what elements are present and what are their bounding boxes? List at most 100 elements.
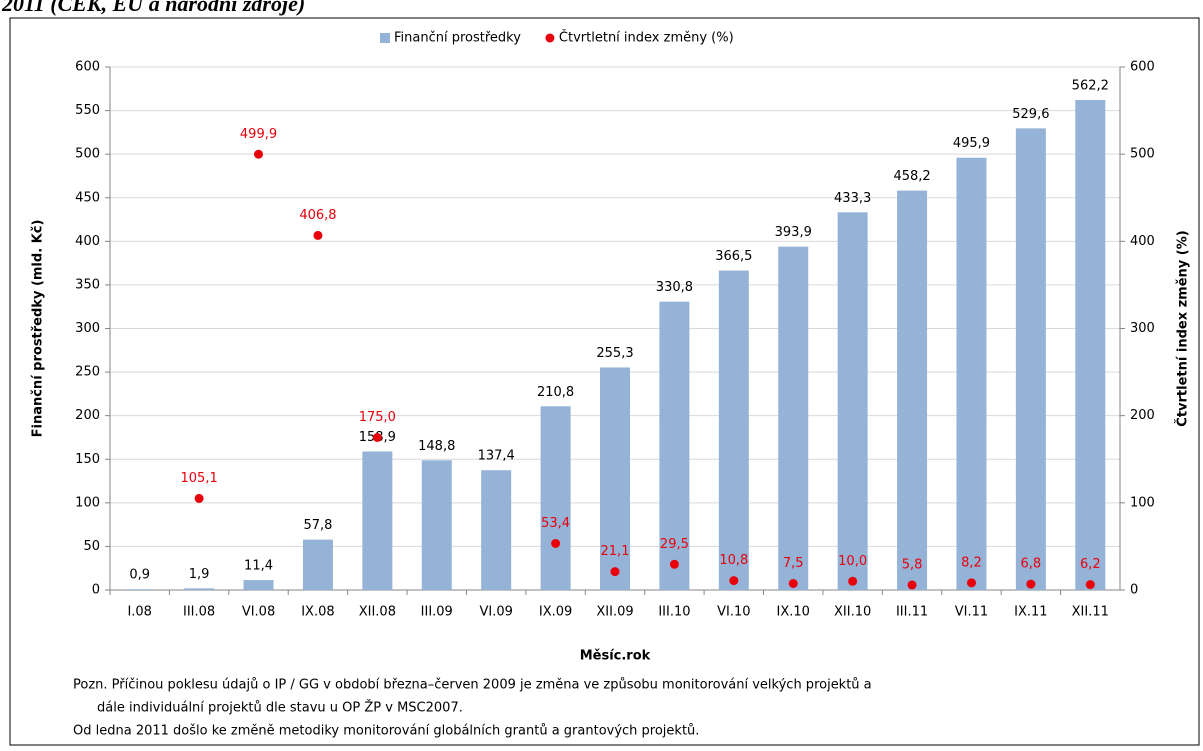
bar-label: 458,2 [893,169,930,184]
y2-tick-label: 400 [1130,234,1155,249]
legend-swatch [380,33,390,43]
bar-label: 433,3 [834,191,871,206]
bar-label: 137,4 [478,449,515,464]
y2-tick-label: 600 [1130,60,1155,75]
point [551,538,561,548]
point [372,432,382,442]
bar-label: 495,9 [953,136,990,151]
bar-label: 0,9 [129,568,150,583]
x-axis-label: Měsíc.rok [580,649,651,664]
point [848,576,858,586]
point-label: 175,0 [359,410,396,425]
x-tick-label: IX.08 [301,605,334,620]
note: dále individuální projektů dle stavu u O… [97,700,463,716]
point [907,580,917,590]
point [1085,580,1095,590]
point [194,493,204,503]
point-label: 53,4 [541,516,570,531]
point-label: 10,0 [838,554,867,569]
bar-label: 11,4 [244,559,273,574]
point [1026,579,1036,589]
point-label: 6,8 [1021,557,1042,572]
bar [362,451,393,590]
point-label: 406,8 [299,208,336,223]
x-tick-label: III.11 [896,605,928,620]
x-tick-label: I.08 [127,605,152,620]
note: Pozn. Příčinou poklesu údajů o IP / GG v… [73,678,872,693]
y-tick-label: 500 [75,147,100,162]
bar [718,270,749,590]
y-tick-label: 350 [75,277,100,292]
y-tick-label: 450 [75,190,100,205]
point [610,567,620,577]
bar [481,470,512,590]
x-tick-label: VI.11 [955,605,988,620]
chart-title: 2011 (ČEK, EU a národní zdroje) [1,0,305,16]
bar [1075,99,1106,590]
bar-label: 393,9 [775,225,812,240]
y-tick-label: 250 [75,365,100,380]
x-tick-label: III.10 [658,605,690,620]
point-label: 10,8 [719,553,748,568]
x-tick-label: III.09 [421,605,453,620]
bar-label: 57,8 [303,518,332,533]
x-tick-label: VI.10 [717,605,750,620]
point [788,578,798,588]
x-tick-label: VI.09 [479,605,512,620]
frame [9,17,1200,746]
bar-label: 1,9 [189,567,210,582]
y-tick-label: 400 [75,234,100,249]
point [313,230,323,240]
x-tick-label: XII.09 [596,605,633,620]
bar [956,157,987,591]
x-tick-label: IX.10 [777,605,810,620]
bar [600,367,630,590]
bar-label: 562,2 [1072,78,1109,93]
bar-label: 529,6 [1012,107,1049,122]
y2-tick-label: 300 [1130,321,1155,336]
x-tick-label: III.08 [183,605,215,620]
y2-tick-label: 500 [1130,147,1155,162]
bar [540,406,571,590]
point-label: 105,1 [181,471,218,486]
bar [421,460,452,590]
bar [659,301,690,590]
x-tick-label: XII.11 [1072,605,1109,620]
point [669,559,679,569]
point-label: 21,1 [601,544,630,559]
bar-label: 330,8 [656,280,693,295]
bar [1015,128,1046,590]
bar-label: 255,3 [596,346,633,361]
bar [778,246,809,590]
bar [302,539,333,590]
y-tick-label: 0 [92,583,100,598]
bar [124,589,155,590]
bar-label: 366,5 [715,249,752,264]
point [966,578,976,588]
y-tick-label: 300 [75,321,100,336]
point [254,149,264,159]
point-label: 499,9 [240,127,277,142]
y2-tick-label: 100 [1130,495,1155,510]
y-tick-label: 200 [75,408,100,423]
x-tick-label: XII.08 [359,605,396,620]
y2-tick-label: 0 [1130,583,1138,598]
point-label: 6,2 [1080,557,1101,572]
y-tick-label: 600 [75,60,100,75]
point-label: 5,8 [902,557,923,572]
y-tick-label: 50 [83,539,100,554]
point-label: 7,5 [783,556,804,571]
bar-label: 148,8 [418,439,455,454]
legend-label: Finanční prostředky [394,31,521,46]
bar [243,580,274,590]
point-label: 29,5 [660,537,689,552]
point [729,576,739,586]
x-tick-label: VI.08 [242,605,275,620]
y-axis-label: Finanční prostředky (mld. Kč) [31,220,46,438]
note: Od ledna 2011 došlo ke změně metodiky mo… [73,724,699,739]
legend-swatch [545,33,555,43]
x-tick-label: XII.10 [834,605,871,620]
y2-axis-label: Čtvrtletní index změny (%) [1175,230,1191,426]
